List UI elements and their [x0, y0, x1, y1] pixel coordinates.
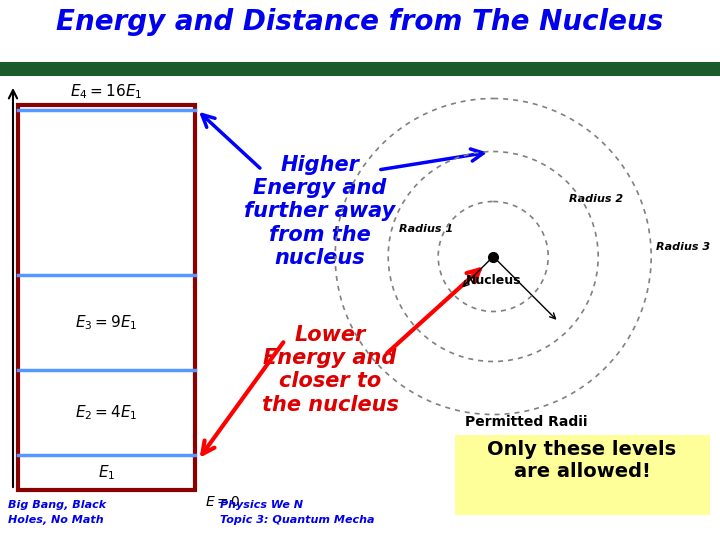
Text: Holes, No Math: Holes, No Math — [8, 515, 104, 525]
Bar — [0, 62, 720, 76]
Text: Only these levels
are allowed!: Only these levels are allowed! — [487, 440, 677, 481]
Text: $E_1$: $E_1$ — [98, 463, 115, 482]
Text: $E_2 = 4E_1$: $E_2 = 4E_1$ — [75, 403, 138, 422]
Text: Nucleus: Nucleus — [465, 274, 521, 287]
Text: Topic 3: Quantum Mecha: Topic 3: Quantum Mecha — [220, 515, 374, 525]
Text: 41: 41 — [689, 500, 710, 515]
Text: $E_3 = 9E_1$: $E_3 = 9E_1$ — [75, 313, 138, 332]
Text: Physics We N: Physics We N — [220, 500, 303, 510]
Bar — [455, 435, 710, 515]
Text: Radius 3: Radius 3 — [656, 241, 711, 252]
Text: $E_4 = 16E_1$: $E_4 = 16E_1$ — [71, 83, 143, 102]
Text: Energy and Distance from The Nucleus: Energy and Distance from The Nucleus — [56, 8, 664, 36]
Bar — [18, 105, 195, 490]
Text: Radius 2: Radius 2 — [569, 194, 623, 204]
Text: Permitted Radii: Permitted Radii — [465, 415, 588, 429]
Text: Big Bang, Black: Big Bang, Black — [8, 500, 106, 510]
Text: Lower
Energy and
closer to
the nucleus: Lower Energy and closer to the nucleus — [261, 325, 398, 415]
Text: $E = 0$: $E = 0$ — [205, 495, 240, 509]
Text: Radius 1: Radius 1 — [399, 224, 453, 234]
Text: Higher
Energy and
further away
from the
nucleus: Higher Energy and further away from the … — [244, 155, 395, 268]
